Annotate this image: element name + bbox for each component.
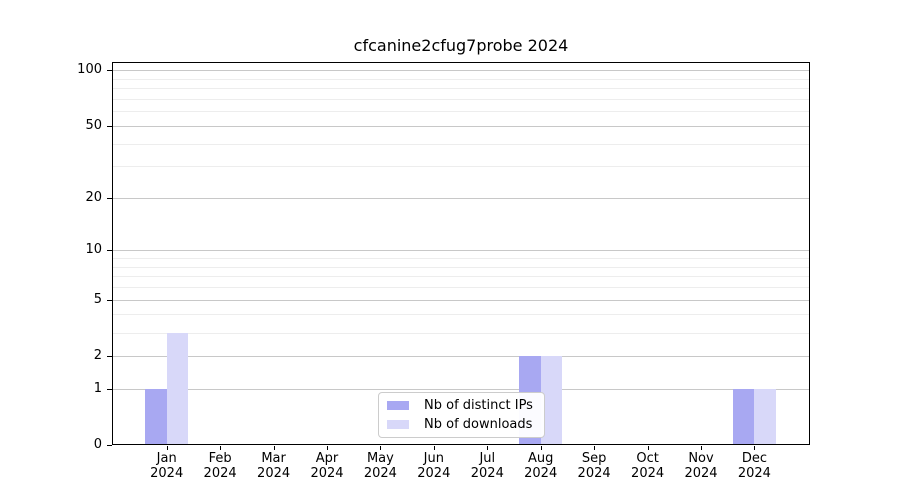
x-tick-year: 2024 — [417, 466, 451, 481]
legend: Nb of distinct IPs Nb of downloads — [378, 392, 545, 438]
x-tick-mark-nov — [701, 446, 702, 450]
minor-gridline-7 — [112, 276, 810, 278]
bar-nb-of-distinct-ips-jan — [145, 388, 167, 445]
x-tick-year: 2024 — [524, 466, 558, 481]
x-tick-year: 2024 — [470, 466, 504, 481]
x-tick-label-feb: Feb 2024 — [189, 451, 251, 481]
x-tick-month: Apr — [315, 451, 339, 466]
x-tick-month: Mar — [261, 451, 286, 466]
x-tick-year: 2024 — [363, 466, 397, 481]
x-tick-month: Nov — [688, 451, 714, 466]
x-tick-year: 2024 — [150, 466, 184, 481]
x-tick-mark-may — [380, 446, 382, 450]
x-tick-month: Feb — [208, 451, 232, 466]
minor-gridline-60 — [112, 111, 810, 113]
x-tick-month: Jul — [479, 451, 496, 466]
major-gridline-20 — [112, 197, 810, 199]
x-tick-mark-mar — [273, 446, 275, 450]
y-tick-mark-50 — [107, 125, 112, 127]
minor-gridline-8 — [112, 266, 810, 268]
x-tick-label-nov: Nov 2024 — [670, 451, 732, 481]
minor-gridline-3 — [112, 332, 810, 334]
x-tick-year: 2024 — [203, 466, 237, 481]
y-tick-mark-20 — [107, 197, 112, 199]
x-tick-mark-feb — [220, 446, 222, 450]
y-tick-mark-1 — [107, 388, 112, 390]
major-gridline-10 — [112, 250, 810, 252]
x-tick-label-jun: Jun 2024 — [403, 451, 465, 481]
plot-area — [112, 62, 810, 445]
x-tick-year: 2024 — [737, 466, 771, 481]
legend-item-downloads: Nb of downloads — [385, 417, 538, 432]
minor-gridline-9 — [112, 258, 810, 260]
minor-gridline-4 — [112, 314, 810, 316]
x-tick-mark-jun — [433, 446, 435, 450]
x-tick-label-jan: Jan 2024 — [136, 451, 198, 481]
major-gridline-50 — [112, 125, 810, 127]
x-tick-label-aug: Aug 2024 — [510, 451, 572, 481]
major-gridline-1 — [112, 388, 810, 390]
y-tick-label-100: 100 — [77, 62, 102, 78]
x-tick-mark-jul — [487, 446, 489, 450]
bar-nb-of-downloads-aug — [540, 355, 563, 445]
downloads-swatch-icon — [387, 420, 409, 429]
x-tick-mark-dec — [754, 446, 756, 450]
y-tick-mark-0 — [107, 445, 112, 446]
y-tick-label-20: 20 — [85, 189, 102, 205]
y-tick-label-1: 1 — [93, 380, 102, 396]
y-tick-label-50: 50 — [85, 117, 102, 133]
major-gridline-100 — [112, 70, 810, 72]
x-tick-label-oct: Oct 2024 — [617, 451, 679, 481]
x-tick-mark-apr — [327, 446, 328, 450]
x-tick-month: Jun — [423, 451, 444, 466]
x-tick-label-mar: Mar 2024 — [243, 451, 305, 481]
legend-item-distinct-ips: Nb of distinct IPs — [385, 398, 538, 413]
minor-gridline-70 — [112, 99, 810, 100]
x-tick-label-may: May 2024 — [349, 451, 411, 481]
minor-gridline-80 — [112, 88, 810, 90]
x-tick-year: 2024 — [257, 466, 291, 481]
x-tick-mark-aug — [540, 446, 542, 450]
x-tick-month: Jan — [156, 451, 177, 466]
x-tick-year: 2024 — [631, 466, 665, 481]
minor-gridline-40 — [112, 143, 810, 145]
x-tick-month: Sep — [581, 451, 607, 466]
y-tick-mark-5 — [107, 299, 112, 301]
x-tick-year: 2024 — [577, 466, 611, 481]
chart-title: cfcanine2cfug7probe 2024 — [353, 36, 569, 55]
x-tick-mark-oct — [647, 446, 649, 450]
legend-label-distinct-ips: Nb of distinct IPs — [424, 398, 533, 413]
major-gridline-2 — [112, 355, 810, 357]
minor-gridline-90 — [112, 78, 810, 80]
y-tick-label-2: 2 — [93, 347, 102, 363]
y-tick-mark-100 — [107, 70, 112, 72]
x-tick-month: Dec — [741, 451, 767, 466]
x-tick-label-dec: Dec 2024 — [723, 451, 785, 481]
x-tick-month: Aug — [527, 451, 554, 466]
y-tick-label-0: 0 — [93, 437, 102, 452]
bar-nb-of-downloads-jan — [166, 332, 189, 445]
bar-nb-of-distinct-ips-dec — [732, 388, 755, 445]
y-tick-mark-10 — [107, 250, 112, 252]
x-tick-year: 2024 — [310, 466, 344, 481]
minor-gridline-6 — [112, 287, 810, 289]
y-tick-label-5: 5 — [93, 291, 102, 307]
minor-gridline-30 — [112, 166, 810, 168]
y-tick-mark-2 — [107, 355, 112, 357]
x-tick-label-jul: Jul 2024 — [456, 451, 518, 481]
major-gridline-5 — [112, 299, 810, 301]
x-tick-month: May — [366, 451, 394, 466]
x-tick-month: Oct — [636, 451, 659, 466]
distinct-ips-swatch-icon — [387, 401, 409, 410]
y-tick-label-10: 10 — [85, 242, 102, 258]
bar-nb-of-downloads-dec — [754, 388, 776, 445]
legend-label-downloads: Nb of downloads — [424, 417, 533, 432]
x-tick-mark-jan — [166, 446, 168, 450]
x-tick-year: 2024 — [684, 466, 718, 481]
x-tick-label-sep: Sep 2024 — [563, 451, 625, 481]
x-tick-mark-sep — [594, 446, 596, 450]
x-tick-label-apr: Apr 2024 — [296, 451, 358, 481]
